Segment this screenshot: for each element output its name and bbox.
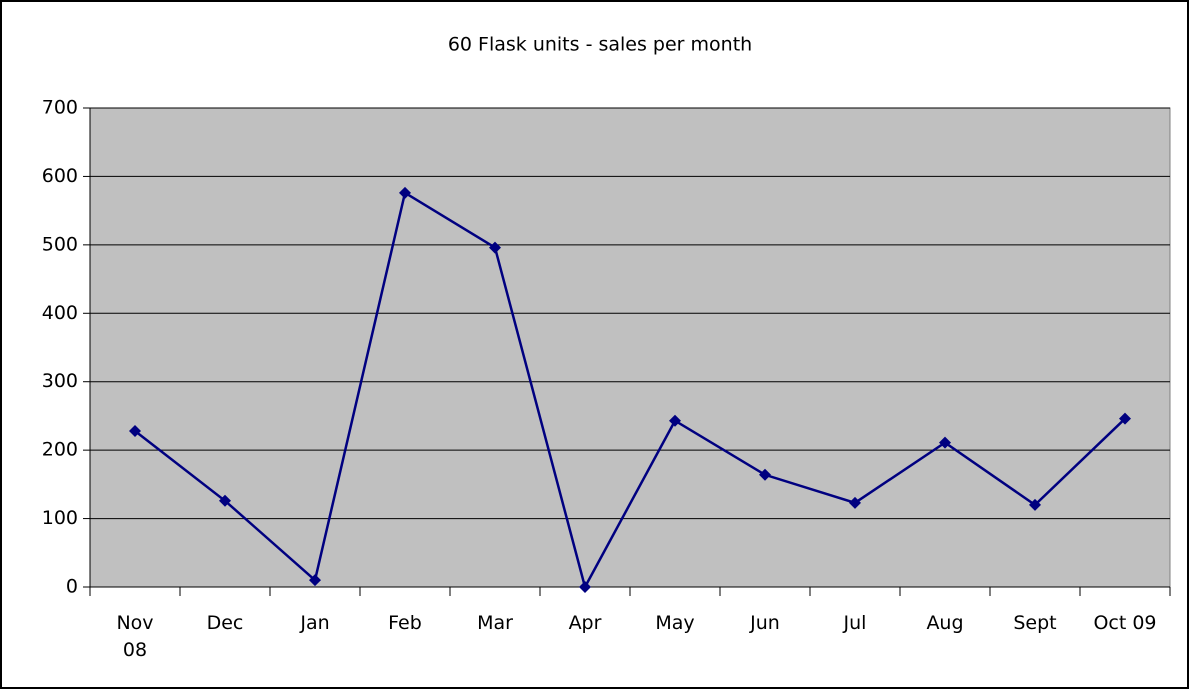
y-tick-label: 100 <box>42 507 78 529</box>
data-point <box>939 436 951 449</box>
x-tick-label: Aug <box>926 612 964 634</box>
y-tick-label: 300 <box>42 370 78 392</box>
data-point <box>489 241 501 254</box>
y-tick-label: 600 <box>42 165 78 187</box>
y-tick-label: 200 <box>42 439 78 461</box>
x-tick-label: Jan <box>300 612 330 634</box>
data-point <box>669 414 681 427</box>
data-point <box>309 574 321 587</box>
x-tick-label: Nov 08 <box>116 612 154 661</box>
x-tick-label: Oct 09 <box>1093 612 1157 634</box>
series-line <box>134 190 1126 591</box>
x-tick-label: Jun <box>750 612 780 634</box>
x-tick-label: Sept <box>1013 612 1057 634</box>
data-point <box>1119 412 1131 425</box>
data-point <box>129 424 141 437</box>
data-point <box>579 581 591 593</box>
y-tick-label: 400 <box>42 302 78 324</box>
y-tick-label: 700 <box>42 97 78 119</box>
y-tick-label: 0 <box>66 576 78 598</box>
data-point <box>219 494 231 507</box>
y-tick-label: 500 <box>42 233 78 255</box>
x-tick-label: Mar <box>477 612 513 634</box>
x-tick-label: Feb <box>388 612 422 634</box>
x-tick-label: Dec <box>206 612 244 634</box>
x-tick-label: May <box>655 612 695 634</box>
data-point <box>759 468 771 481</box>
chart-title: 60 Flask units - sales per month <box>448 34 752 56</box>
data-point <box>849 496 861 509</box>
plot-area <box>89 107 1171 588</box>
data-point <box>399 186 411 199</box>
x-tick-label: Apr <box>568 612 602 634</box>
data-point <box>1029 498 1041 511</box>
x-tick-label: Jul <box>843 612 867 634</box>
